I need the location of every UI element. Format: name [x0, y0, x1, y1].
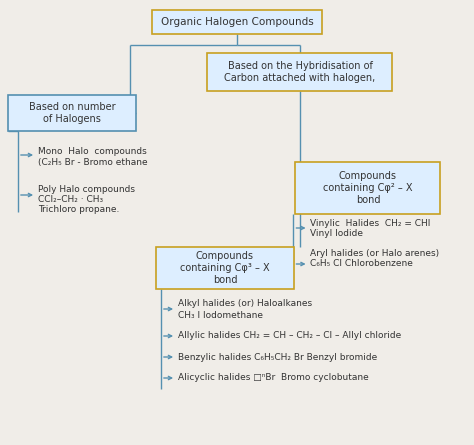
Text: Based on the Hybridisation of
Carbon attached with halogen,: Based on the Hybridisation of Carbon att…: [224, 61, 375, 83]
FancyBboxPatch shape: [295, 162, 440, 214]
FancyBboxPatch shape: [208, 53, 392, 91]
FancyBboxPatch shape: [8, 95, 136, 131]
Text: Compounds
containing Cφ² – X
bond: Compounds containing Cφ² – X bond: [323, 171, 413, 205]
Text: C₆H₅ Cl Chlorobenzene: C₆H₅ Cl Chlorobenzene: [310, 259, 413, 268]
Text: (C₂H₅ Br - Bromo ethane: (C₂H₅ Br - Bromo ethane: [38, 158, 147, 167]
Text: Poly Halo compounds: Poly Halo compounds: [38, 186, 135, 194]
Text: Mono  Halo  compounds: Mono Halo compounds: [38, 147, 147, 157]
Text: Benzylic halides C₆H₅CH₂ Br Benzyl bromide: Benzylic halides C₆H₅CH₂ Br Benzyl bromi…: [178, 352, 377, 361]
FancyBboxPatch shape: [156, 247, 294, 289]
Text: Vinylic  Halides  CH₂ = CHI: Vinylic Halides CH₂ = CHI: [310, 219, 431, 228]
Text: Compounds
containing Cφ³ – X
bond: Compounds containing Cφ³ – X bond: [180, 251, 270, 285]
Text: CCl₂–CH₂ · CH₃: CCl₂–CH₂ · CH₃: [38, 195, 103, 205]
Text: Aryl halides (or Halo arenes): Aryl halides (or Halo arenes): [310, 250, 439, 259]
Text: Alicyclic halides □ⁿBr  Bromo cyclobutane: Alicyclic halides □ⁿBr Bromo cyclobutane: [178, 373, 369, 383]
Text: Vinyl Iodide: Vinyl Iodide: [310, 230, 364, 239]
Text: Based on number
of Halogens: Based on number of Halogens: [29, 102, 115, 124]
Text: CH₃ I Iodomethane: CH₃ I Iodomethane: [178, 311, 263, 320]
Text: Trichloro propane.: Trichloro propane.: [38, 206, 119, 214]
Text: Alkyl halides (or) Haloalkanes: Alkyl halides (or) Haloalkanes: [178, 299, 312, 308]
Text: Allylic halides CH₂ = CH – CH₂ – Cl – Allyl chloride: Allylic halides CH₂ = CH – CH₂ – Cl – Al…: [178, 332, 401, 340]
FancyBboxPatch shape: [152, 10, 322, 34]
Text: Organic Halogen Compounds: Organic Halogen Compounds: [161, 17, 313, 27]
